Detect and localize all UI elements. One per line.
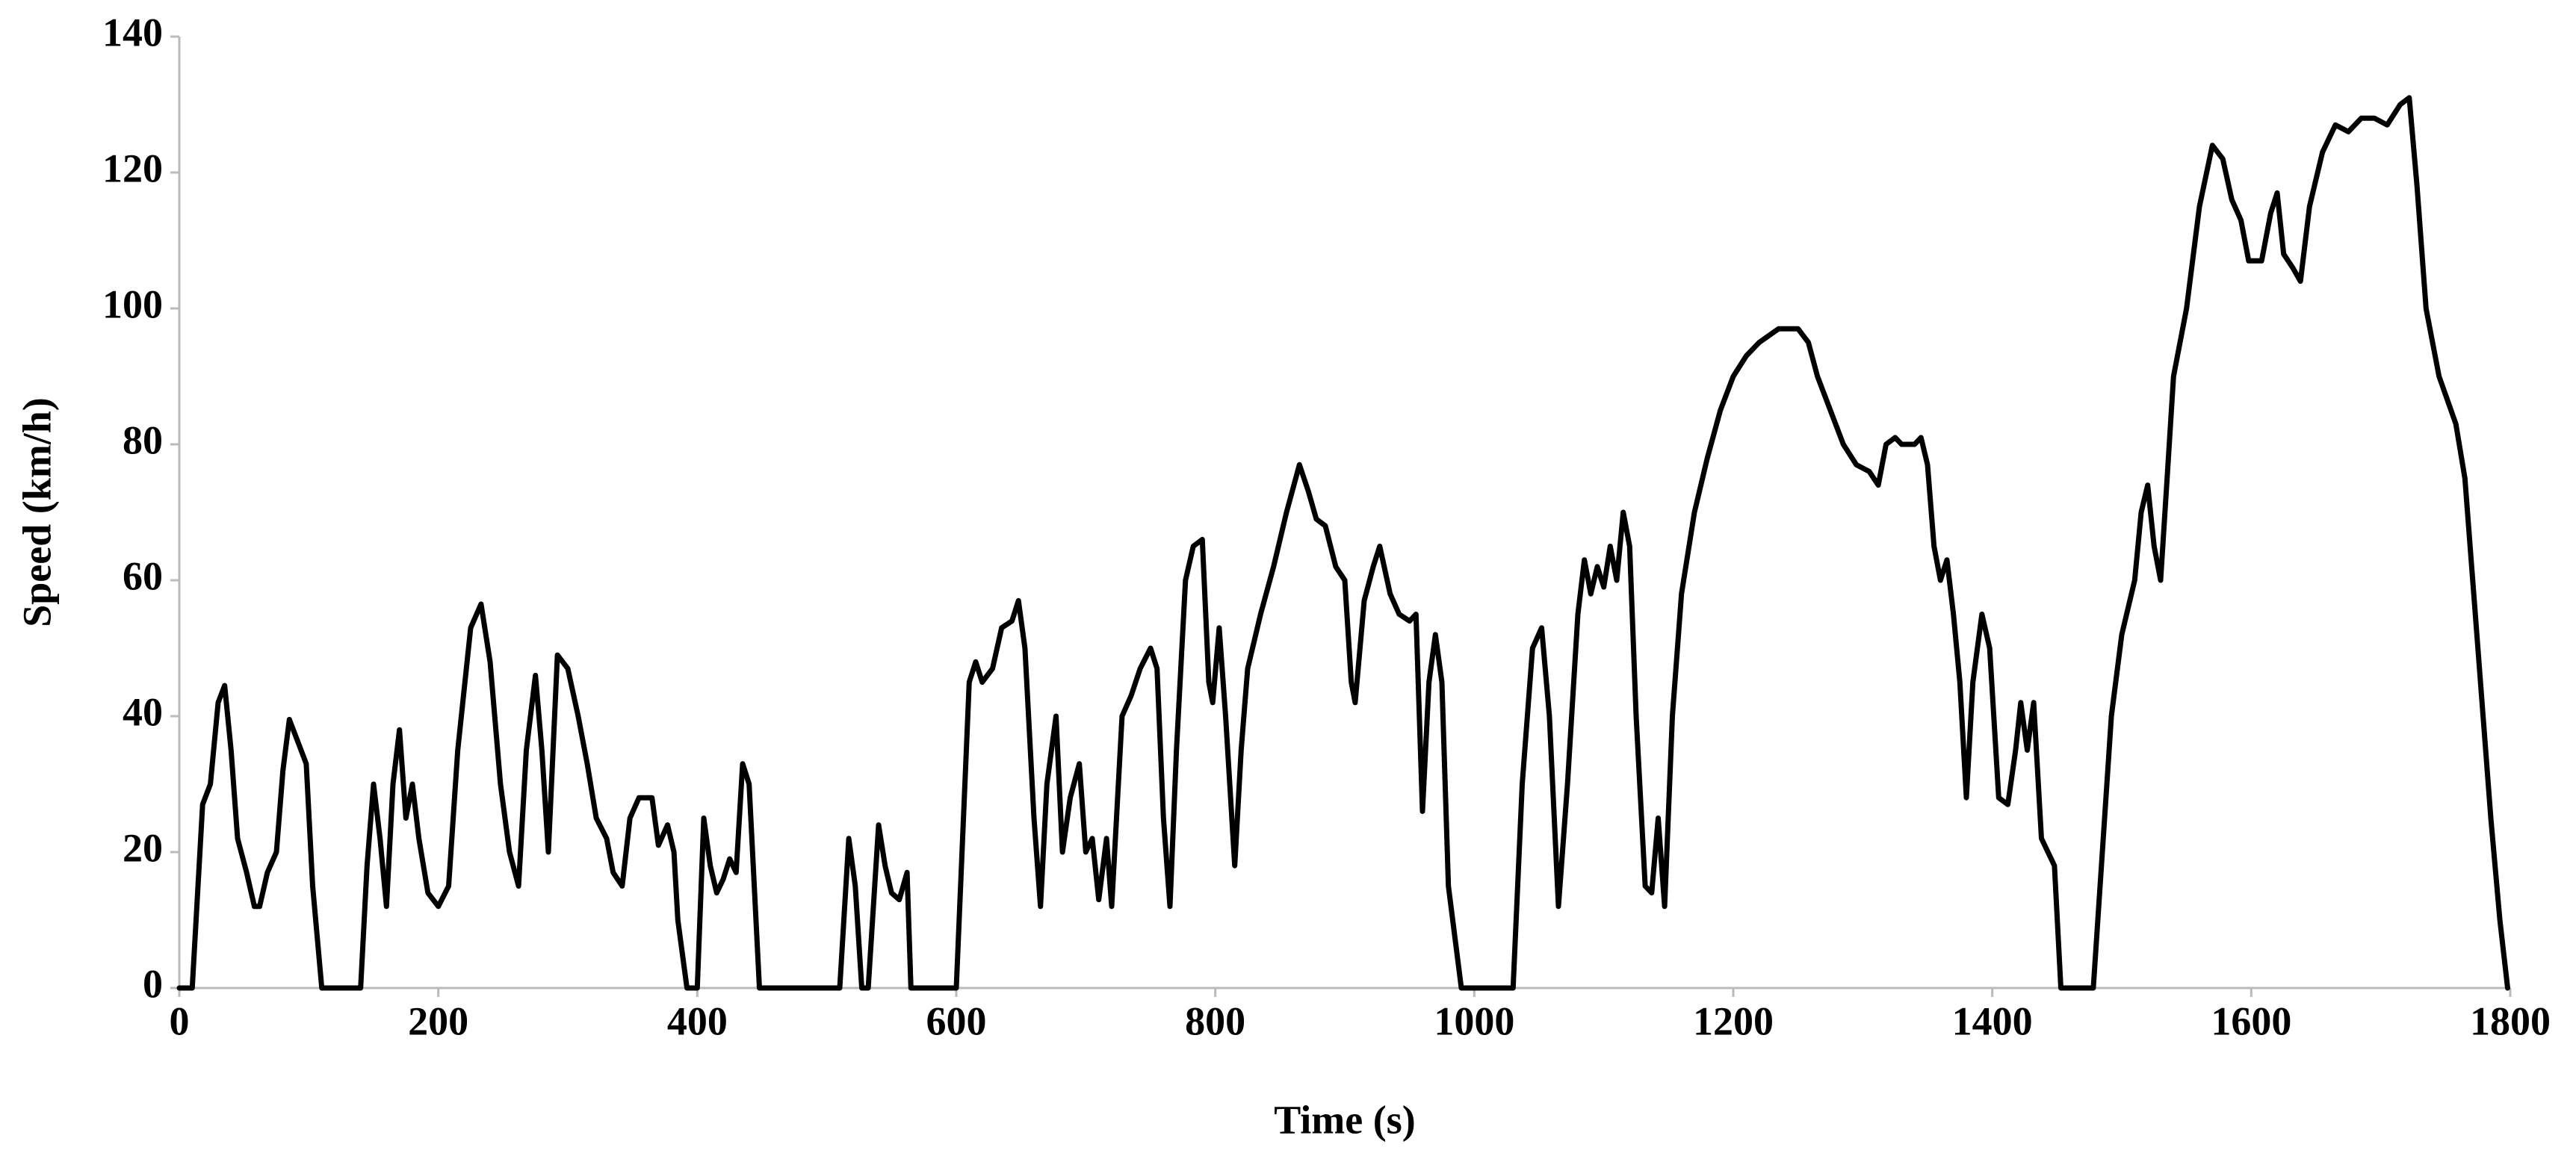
y-tick-label: 80 bbox=[123, 417, 163, 462]
y-tick-label: 120 bbox=[102, 146, 163, 190]
x-tick-label: 1000 bbox=[1434, 998, 1514, 1043]
x-tick-label: 1400 bbox=[1952, 998, 2033, 1043]
x-tick-label: 1200 bbox=[1693, 998, 1774, 1043]
y-tick-label: 140 bbox=[102, 10, 163, 55]
speed-line bbox=[176, 95, 2510, 991]
y-tick-label: 100 bbox=[102, 282, 163, 326]
x-tick-label: 0 bbox=[170, 998, 190, 1043]
x-tick-label: 200 bbox=[408, 998, 468, 1043]
x-tick-label: 400 bbox=[667, 998, 728, 1043]
y-tick-label: 40 bbox=[123, 689, 163, 734]
x-tick-label: 800 bbox=[1185, 998, 1245, 1043]
y-tick-label: 0 bbox=[143, 961, 163, 1006]
x-tick-label: 1600 bbox=[2211, 998, 2291, 1043]
y-axis-label: Speed (km/h) bbox=[14, 397, 59, 627]
x-tick-label: 600 bbox=[926, 998, 987, 1043]
x-axis-label: Time (s) bbox=[1274, 1097, 1415, 1142]
y-tick-label: 20 bbox=[123, 825, 163, 870]
y-tick-label: 60 bbox=[123, 553, 163, 598]
x-tick-label: 1800 bbox=[2470, 998, 2551, 1043]
